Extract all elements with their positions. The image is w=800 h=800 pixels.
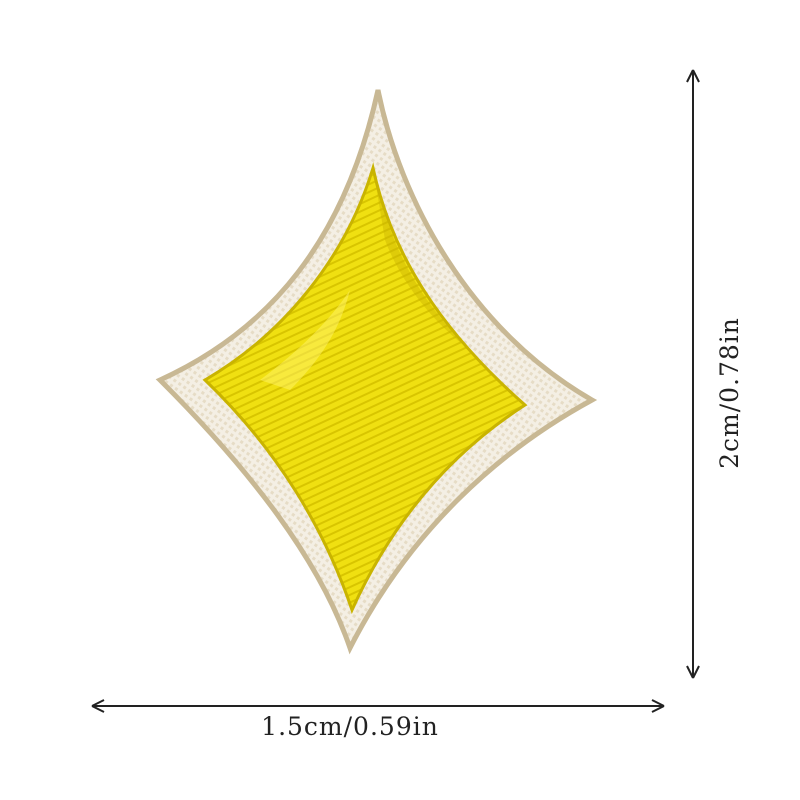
height-label: 2cm/0.78in [715,243,745,543]
width-arrow [92,700,664,712]
width-label: 1.5cm/0.59in [200,712,500,742]
height-arrow [687,70,699,678]
